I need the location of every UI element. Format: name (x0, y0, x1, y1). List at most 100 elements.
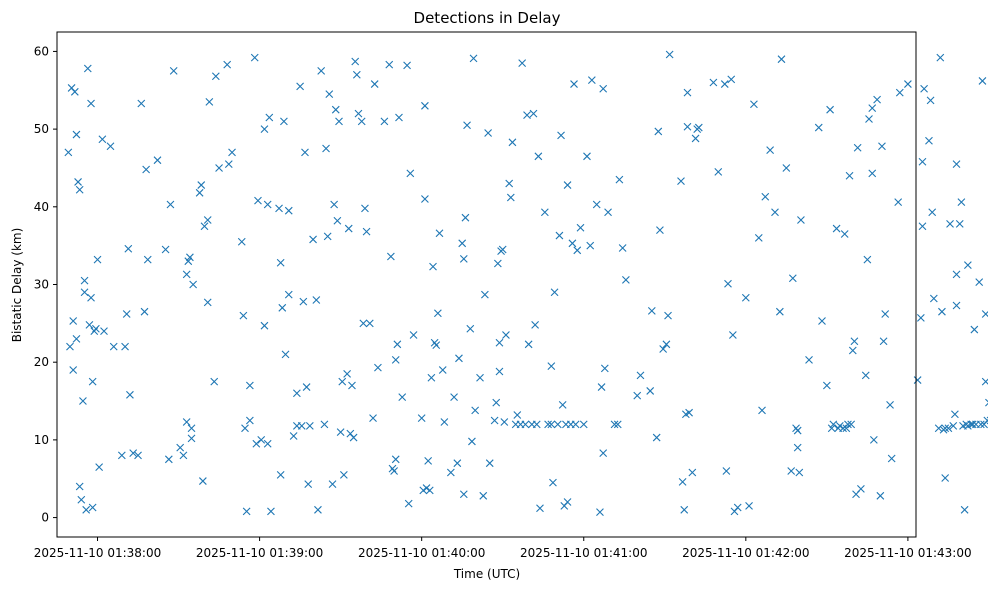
data-point (913, 376, 922, 384)
data-point (845, 171, 854, 180)
data-point (161, 245, 170, 254)
data-point (284, 290, 293, 299)
data-point (654, 127, 663, 136)
data-point (438, 366, 447, 374)
data-point (359, 319, 368, 328)
data-point (153, 156, 162, 165)
data-point (417, 414, 426, 423)
data-point (568, 239, 577, 248)
y-tick-label: 20 (34, 355, 49, 369)
y-axis: 0 10 20 30 40 50 60 (34, 44, 57, 525)
data-point (853, 143, 862, 152)
data-point (928, 208, 937, 217)
data-point (80, 288, 89, 297)
data-point (793, 426, 802, 435)
data-point (197, 181, 206, 189)
data-point (822, 381, 831, 390)
data-point (309, 235, 317, 244)
data-point (263, 439, 272, 448)
data-point (613, 420, 622, 429)
data-point (513, 411, 522, 419)
data-point (758, 406, 766, 415)
data-point (385, 60, 394, 69)
data-point (916, 314, 925, 322)
data-point (169, 66, 178, 75)
data-point (741, 293, 750, 302)
y-tick-label: 60 (34, 44, 49, 58)
data-point (281, 350, 290, 359)
data-point (323, 232, 332, 241)
data-point (182, 418, 191, 426)
data-point (502, 331, 510, 339)
data-point (403, 61, 411, 70)
data-point (344, 224, 353, 233)
data-point (87, 293, 95, 302)
data-point (440, 418, 449, 426)
data-point (276, 258, 285, 267)
data-point (393, 340, 402, 349)
data-point (664, 311, 672, 320)
data-point (583, 152, 591, 161)
data-point (424, 456, 433, 465)
data-point (241, 424, 249, 433)
data-point (985, 398, 988, 407)
data-point (592, 200, 601, 209)
data-point (459, 254, 468, 263)
data-point (466, 324, 475, 333)
data-point (260, 321, 269, 330)
data-point (479, 491, 488, 500)
data-point (370, 80, 379, 88)
data-point (524, 340, 533, 349)
data-point (189, 280, 198, 289)
data-point (523, 111, 531, 120)
data-point (531, 321, 540, 329)
data-point (848, 346, 857, 355)
data-point (878, 142, 886, 151)
data-point (305, 422, 314, 430)
data-point (458, 239, 467, 248)
data-point (941, 474, 950, 482)
data-point (610, 420, 619, 429)
data-point (549, 478, 557, 487)
data-point (863, 255, 872, 264)
data-point (771, 208, 779, 217)
data-point (550, 288, 559, 297)
data-point (88, 503, 97, 512)
data-point (75, 185, 84, 194)
data-point (198, 477, 207, 485)
data-point (242, 507, 251, 516)
data-point (380, 117, 389, 126)
data-point (463, 121, 471, 130)
data-point (840, 230, 849, 238)
data-point (558, 401, 567, 409)
data-point (868, 104, 877, 113)
data-point (453, 459, 462, 468)
data-point (72, 334, 81, 343)
data-point (351, 57, 360, 66)
data-point (312, 296, 321, 304)
data-point (563, 498, 572, 506)
data-point (265, 113, 274, 122)
data-point (963, 261, 972, 269)
data-point (365, 319, 374, 328)
data-point (983, 416, 988, 425)
data-point (280, 117, 288, 126)
x-tick-label: 2025-11-10 01:42:00 (682, 546, 809, 560)
data-point (934, 424, 943, 433)
data-point (484, 129, 493, 137)
data-point (134, 451, 142, 460)
data-point (446, 468, 455, 477)
data-point (106, 142, 115, 151)
data-point (109, 342, 118, 351)
x-axis-label: Time (UTC) (453, 567, 520, 581)
data-point (176, 443, 185, 452)
data-point (369, 414, 377, 423)
data-point (200, 222, 209, 231)
data-point (508, 138, 517, 147)
data-point (495, 367, 504, 376)
data-point (918, 157, 927, 166)
data-point (267, 507, 275, 516)
data-point (975, 278, 984, 287)
data-point (587, 76, 596, 85)
data-point (228, 148, 236, 157)
